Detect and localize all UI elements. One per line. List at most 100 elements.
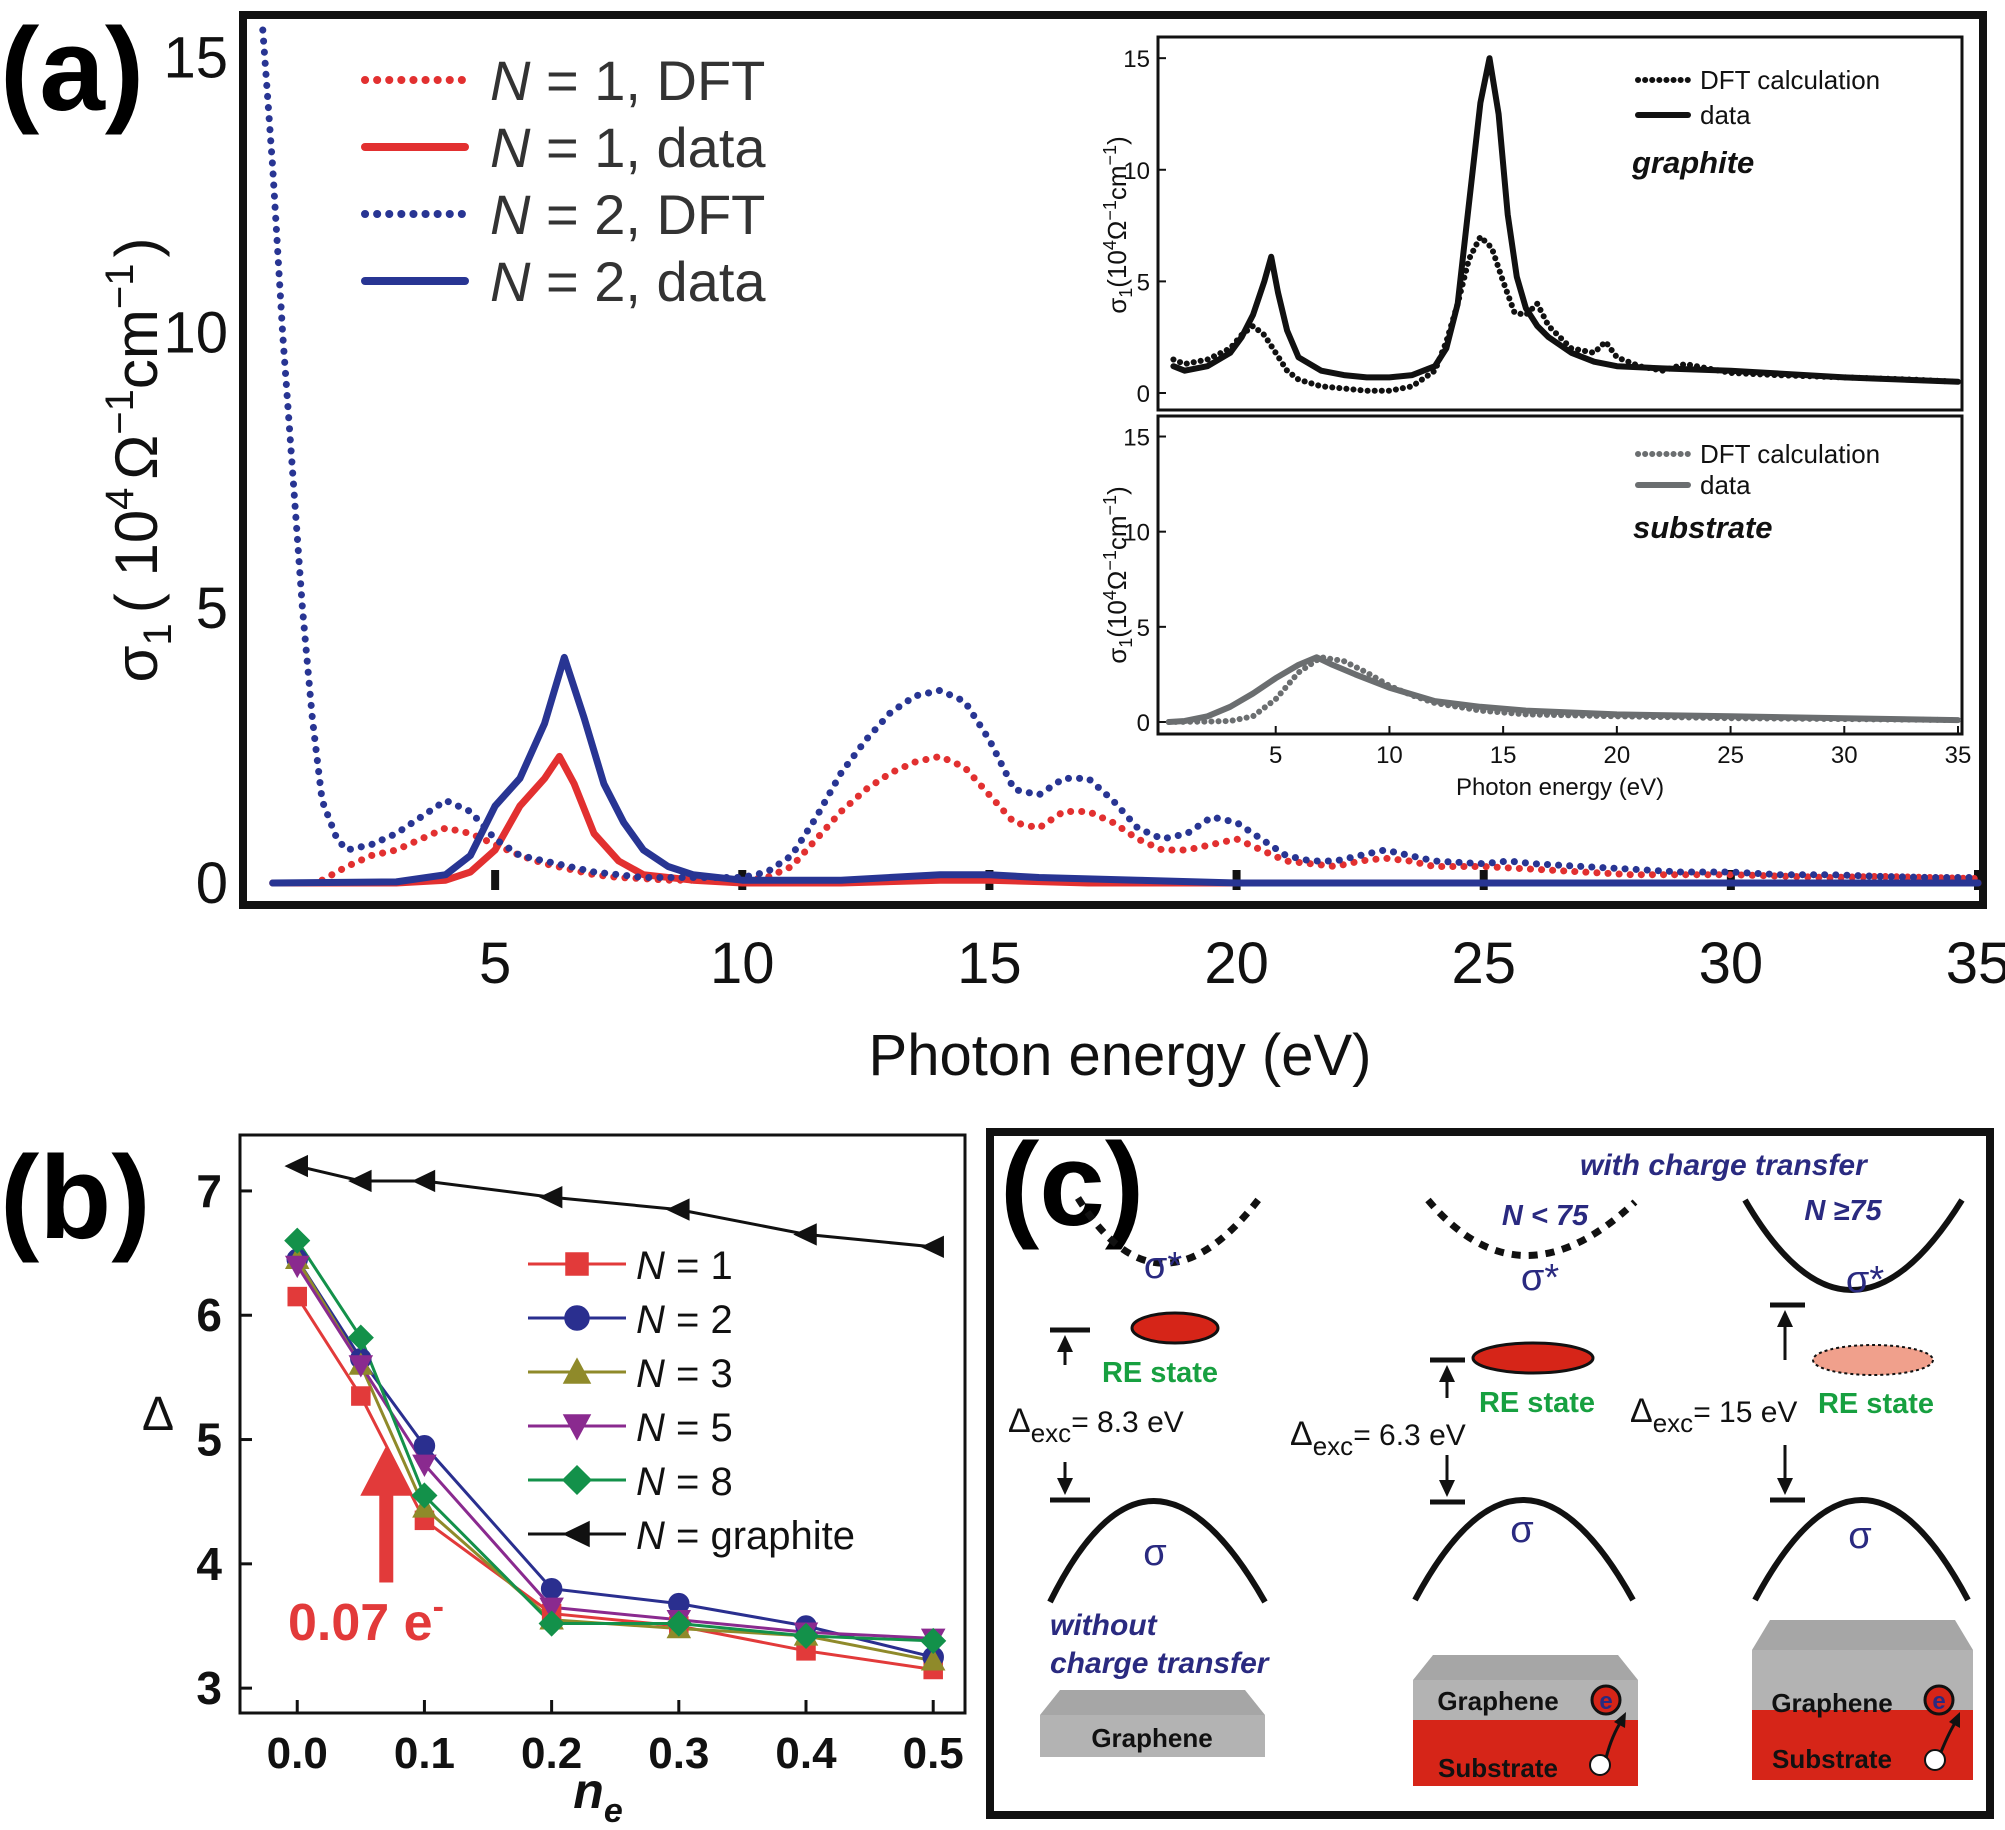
data-point (562, 1414, 592, 1441)
legend-label: DFT calculation (1700, 439, 1880, 469)
panel-a-x-axis-label: Photon energy (eV) (869, 1023, 1372, 1088)
legend-label: N = 8 (636, 1460, 733, 1504)
y-label-sigma: σ (1102, 648, 1132, 664)
sigma-star-band (1742, 1198, 1965, 1293)
y-label-close: ) (1102, 136, 1132, 145)
y-label-exp-neg1b: −1 (1100, 495, 1120, 516)
legend-label: N = 1, DFT (490, 49, 765, 112)
y-label-exp-neg1b: −1 (98, 264, 142, 310)
x-tick-label: 30 (1699, 931, 1764, 996)
y-label-cm: cm (103, 309, 170, 389)
x-label-sub: e (604, 1792, 623, 1830)
inset-substrate-y-axis-label: σ1(104Ω−1cm−1) (1100, 486, 1136, 664)
gap-value: = 6.3 eV (1353, 1419, 1466, 1452)
re-state-label: RE state (1818, 1388, 1934, 1420)
y-label-omega: Ω (1102, 571, 1132, 590)
inset-graphite-series (1170, 55, 1961, 394)
legend-label: N = 2 (636, 1298, 733, 1342)
data-point (666, 1198, 690, 1221)
y-label-sigma: σ (1102, 298, 1132, 314)
legend-text: = 2, data (530, 250, 766, 313)
y-label-exp-neg1: −1 (1100, 550, 1120, 571)
data-point (348, 1355, 374, 1378)
legend-label: DFT calculation (1700, 65, 1880, 95)
legend-label: data (1700, 470, 1751, 500)
gap-arrowhead-up (1057, 1335, 1073, 1352)
x-tick-label: 20 (1604, 742, 1631, 769)
y-tick-label: 0 (1137, 710, 1150, 737)
x-tick-label: 20 (1204, 931, 1269, 996)
scheme-transfer-n-lt-75: N < 75 σ* RE state Δexc= 6.3 eV σ Graphe… (1290, 1197, 1638, 1786)
inset-substrate-series (1165, 654, 1961, 725)
data-point (411, 1482, 438, 1509)
y-label-close: ) (1102, 486, 1132, 495)
data-point (411, 1169, 436, 1193)
gap-arrowhead-down (1057, 1478, 1073, 1495)
x-tick-mark (491, 870, 500, 890)
data-point (412, 1454, 437, 1477)
y-tick-label: 5 (1137, 269, 1150, 296)
svg-text:σ1(104Ω−1cm−1): σ1(104Ω−1cm−1) (1100, 486, 1136, 664)
gap-arrowhead-up (1777, 1310, 1793, 1327)
panel-c: (c) with charge transfer σ* RE state Δex… (986, 1119, 1994, 1819)
gap-arrowhead-down (1777, 1478, 1793, 1495)
y-tick-label: 3 (196, 1662, 222, 1714)
panel-a-plot-frame (239, 11, 1987, 909)
y-tick-label: 6 (196, 1289, 222, 1341)
legend-n: N (636, 1244, 665, 1288)
without-transfer-line2: charge transfer (1050, 1647, 1271, 1680)
y-label-exp: 4 (98, 488, 142, 510)
series-line (269, 653, 1982, 887)
legend-label: N = 5 (636, 1406, 733, 1450)
re-state-ellipse (1130, 1311, 1220, 1345)
y-label-exp-neg1: −1 (98, 389, 142, 435)
data-point (920, 1648, 946, 1671)
gap-energy-label: Δexc= 15 eV (1630, 1392, 1797, 1438)
y-label-sub: 1 (1116, 638, 1136, 648)
legend-n: N (636, 1460, 665, 1504)
y-label-units: (10 (1102, 250, 1132, 288)
x-tick-label: 0.3 (648, 1729, 709, 1778)
inset-graphite-legend: DFT calculation data (1635, 65, 1880, 130)
re-state-ellipse (1812, 1344, 1934, 1376)
sigma-label: σ (1848, 1515, 1871, 1557)
gap-arrowhead-up (1439, 1365, 1455, 1382)
series-line (269, 752, 1982, 887)
inset-substrate-x-axis-label: Photon energy (eV) (1456, 774, 1664, 801)
inset-graphite: 0 5 10 15 DFT calculation data graphite σ1(1… (1100, 35, 1964, 412)
y-label-sub: 1 (136, 623, 180, 645)
gap-energy-label: Δexc= 8.3 eV (1008, 1402, 1184, 1448)
panel-b-x-ticks: 0.0 0.1 0.2 0.3 0.4 0.5 (267, 1700, 964, 1778)
y-tick-label: 10 (1123, 520, 1150, 547)
legend-label: N = 2, DFT (490, 183, 765, 246)
delta-sub: exc (1653, 1408, 1693, 1438)
y-label-exp: 4 (1100, 240, 1120, 250)
transfer-arrowhead (1614, 1712, 1626, 1728)
data-point (413, 1435, 436, 1457)
series-line (1165, 654, 1961, 725)
panel-c-letter: (c) (1000, 1119, 1144, 1251)
electron-circle (1590, 1684, 1622, 1716)
legend-text: = 1 (665, 1244, 733, 1288)
data-point (538, 1610, 565, 1637)
delta-symbol: Δ (1630, 1392, 1653, 1430)
panel-b-annotation: 0.07 e- (288, 1445, 444, 1652)
electron-label: e (1932, 1688, 1945, 1715)
inset-substrate-x-ticks: 5 10 15 20 25 30 35 (1269, 726, 1971, 769)
series-line (1165, 654, 1961, 725)
sigma-star-band (1425, 1197, 1638, 1259)
legend-text: = 1, data (530, 116, 766, 179)
x-tick-label: 15 (957, 931, 1022, 996)
graphene-slab-top (1040, 1690, 1265, 1715)
panel-b-y-axis-label: Δ (142, 1388, 174, 1441)
legend-label: N = 1 (636, 1244, 733, 1288)
legend-label: N = 2, data (490, 250, 766, 313)
sigma-star-band (1075, 1192, 1265, 1267)
series-line (296, 1164, 934, 1249)
y-tick-label: 15 (163, 26, 228, 91)
legend-text: = 3 (665, 1352, 733, 1396)
data-point (539, 1597, 564, 1620)
hole-circle (1924, 1749, 1946, 1771)
